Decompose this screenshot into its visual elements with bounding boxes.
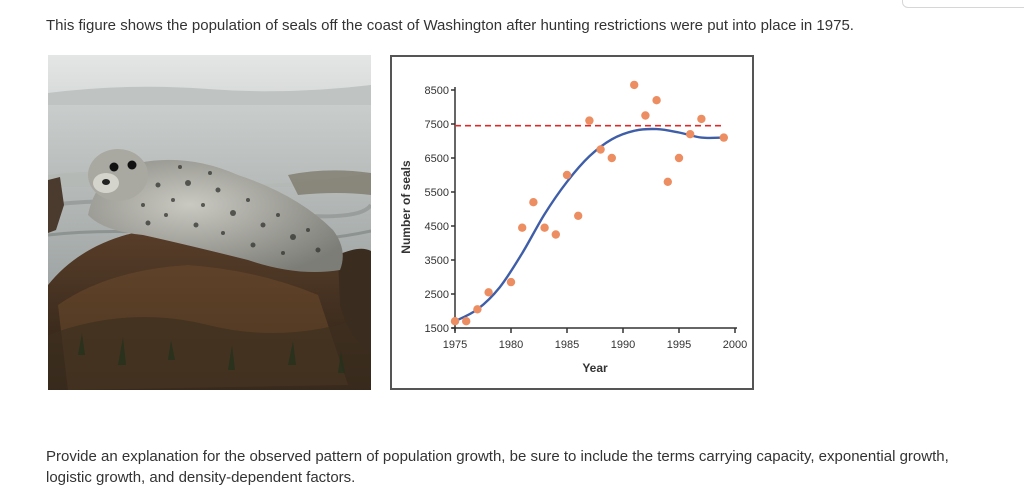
y-tick-label: 6500	[425, 153, 449, 165]
data-point	[630, 80, 639, 90]
data-point	[663, 177, 672, 186]
data-point	[686, 130, 695, 139]
x-tick-label: 1985	[555, 339, 579, 351]
data-point	[484, 288, 493, 297]
x-tick-label: 1980	[499, 339, 523, 351]
x-tick-label: 2000	[723, 339, 747, 351]
data-point	[450, 317, 460, 326]
intro-text: This figure shows the population of seal…	[46, 17, 854, 34]
y-tick-label: 5500	[425, 187, 449, 199]
data-point	[697, 114, 706, 124]
data-point	[473, 305, 482, 314]
x-axis-label: Year	[582, 361, 608, 375]
data-point	[652, 96, 661, 105]
data-point	[674, 153, 684, 163]
data-point	[641, 111, 650, 120]
seal-population-chart: Number of seals Year 1500 2500 3500 4500 550…	[399, 80, 747, 375]
y-tick-label: 7500	[425, 119, 449, 131]
x-tick-label: 1975	[443, 339, 467, 351]
corner-tab	[902, 0, 1024, 8]
y-tick-label: 3500	[425, 255, 449, 267]
y-tick-label: 8500	[425, 85, 449, 97]
x-tick-label: 1990	[611, 339, 635, 351]
data-point	[607, 153, 616, 163]
y-tick-label: 4500	[425, 221, 449, 233]
data-point	[574, 211, 583, 220]
x-tick-label: 1995	[667, 339, 691, 351]
logistic-fit-curve	[454, 127, 724, 323]
y-tick-label: 2500	[425, 289, 449, 301]
data-point	[596, 145, 605, 154]
y-axis-label: Number of seals	[399, 160, 413, 254]
data-point	[518, 223, 527, 232]
data-point	[462, 317, 471, 326]
data-point	[585, 116, 594, 125]
data-point	[529, 198, 538, 207]
data-point	[551, 230, 560, 239]
data-point	[562, 170, 572, 180]
seal-photo	[48, 55, 371, 390]
question-text: Provide an explanation for the observed …	[46, 448, 949, 486]
data-point	[540, 223, 549, 232]
data-point	[506, 277, 516, 287]
data-point	[719, 133, 728, 142]
chart-container: Number of seals Year 1500 2500 3500 4500 550…	[390, 55, 754, 390]
y-tick-label: 1500	[425, 323, 449, 335]
